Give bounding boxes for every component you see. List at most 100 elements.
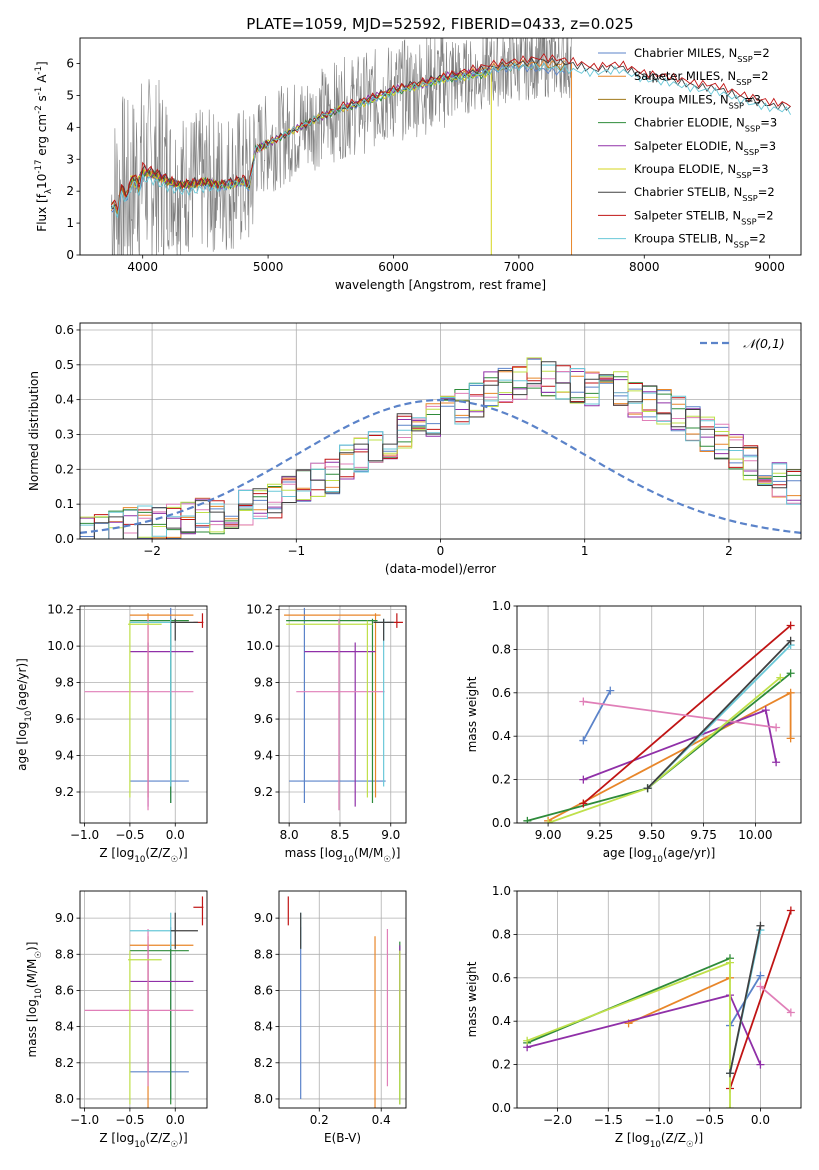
y-tick-label: 0.6 [492, 971, 511, 985]
x-tick-label: 6000 [378, 260, 409, 274]
label-part: mass weight [465, 961, 479, 1037]
plot-area [523, 906, 795, 1108]
y-tick-label: 0 [66, 248, 74, 262]
x-tick-label: 0.4 [372, 1113, 391, 1127]
axes-frame [278, 890, 407, 1109]
x-tick-label: −1.0 [70, 1113, 99, 1127]
x-axis-label: (data-model)/error [385, 562, 496, 576]
model-spectrum [111, 53, 791, 211]
y-tick-label: 9.0 [55, 911, 74, 925]
y-tick-label: 8.2 [55, 1056, 74, 1070]
plot-area [110, 38, 791, 255]
label-part: SSP [736, 170, 751, 180]
label-part: 10 [24, 711, 34, 722]
label-part: SSP [736, 77, 751, 87]
x-tick-label: −2 [143, 544, 161, 558]
y-tick-label: 0.2 [492, 773, 511, 787]
label-part: -2 [34, 105, 44, 114]
label-part: (Z/Z [145, 846, 170, 860]
y-tick-label: 0.8 [492, 642, 511, 656]
legend-label: Salpeter ELODIE, NSSP=3 [634, 139, 776, 157]
label-part: 𝒩(0,1) [743, 336, 785, 351]
weight-line [526, 957, 731, 1044]
weight-marker [776, 673, 785, 682]
weight-marker [544, 819, 553, 823]
y-tick-label: 8.8 [254, 947, 273, 961]
label-part: Flux [f [35, 193, 49, 231]
y-tick-label: 0.0 [492, 1101, 511, 1115]
weight-marker [772, 723, 781, 732]
x-axis-label: Z [log10(Z/Z☉)] [99, 846, 187, 865]
label-part: erg cm [35, 114, 49, 160]
x-tick-label: 9.25 [587, 828, 614, 842]
weight-marker [786, 906, 795, 915]
y-tick-label: 9.6 [55, 712, 74, 726]
weight-marker [523, 816, 532, 823]
age-vs-z-panel: −1.0 −0.5 0.09.29.49.69.810.010.2Z [log10(… [15, 603, 208, 865]
legend-label: Kroupa ELODIE, NSSP=3 [634, 162, 769, 180]
label-part: -1 [34, 66, 44, 75]
y-tick-label: 0.1 [55, 497, 74, 511]
y-tick-label: 10.0 [47, 639, 74, 653]
x-tick-label: −0.5 [115, 828, 144, 842]
label-part: mass [log [25, 999, 39, 1057]
x-tick-label: −1.0 [70, 828, 99, 842]
x-tick-label: −2.0 [543, 1113, 572, 1127]
label-part: =2 [753, 46, 770, 60]
label-part: SSP [745, 124, 760, 134]
y-axis-label: mass [log10(M/M☉)] [25, 942, 44, 1058]
legend-label: Chabrier STELIB, NSSP=2 [634, 185, 775, 203]
weight-marker [726, 958, 734, 967]
x-tick-label: 8.5 [330, 828, 349, 842]
label-part: SSP [734, 240, 749, 250]
label-part: SSP [737, 54, 752, 64]
x-tick-label: 0.0 [166, 1113, 185, 1127]
y-tick-label: 0.6 [492, 686, 511, 700]
label-part: Z [log [99, 846, 134, 860]
x-tick-label: 10.00 [738, 828, 772, 842]
plot-area [80, 357, 801, 539]
x-tick-label: 0.0 [751, 1113, 770, 1127]
weight-marker [772, 758, 781, 767]
label-part: age [log [15, 722, 29, 771]
label-part: 10 [134, 855, 145, 865]
label-part: mass weight [465, 676, 479, 752]
y-tick-label: 0.4 [55, 393, 74, 407]
axes-frame [79, 890, 208, 1109]
legend-label: Kroupa STELIB, NSSP=2 [634, 232, 766, 250]
x-tick-label: 9.0 [381, 828, 400, 842]
y-tick-label: 9.8 [254, 676, 273, 690]
weight-marker [756, 982, 765, 991]
label-part: ☉ [686, 1140, 694, 1150]
y-tick-label: 10.2 [246, 603, 273, 617]
label-part: ☉ [171, 855, 179, 865]
plot-area [287, 896, 401, 1108]
y-axis-label: Normed distribution [27, 371, 41, 491]
y-tick-label: 9.2 [55, 785, 74, 799]
x-tick-label: 9.00 [535, 828, 562, 842]
x-axis-label: wavelength [Angstrom, rest frame] [335, 278, 546, 292]
weight-marker [726, 1104, 734, 1108]
y-tick-label: 2 [66, 184, 74, 198]
weight-marker [786, 688, 795, 697]
weight-marker [726, 1069, 734, 1078]
y-tick-label: 9.4 [254, 749, 273, 763]
label-part: (M/M [25, 959, 39, 988]
y-tick-label: 8.2 [254, 1056, 273, 1070]
weight-line [759, 985, 792, 1014]
y-tick-label: 0.5 [55, 358, 74, 372]
label-part: )] [694, 1131, 703, 1145]
axes-frame [79, 605, 208, 824]
label-part: wavelength [Angstrom, rest frame] [335, 278, 546, 292]
label-part: (Z/Z [661, 1131, 686, 1145]
label-part: =3 [752, 162, 769, 176]
y-tick-label: 4 [66, 120, 74, 134]
weight-marker [786, 1008, 795, 1017]
y-tick-label: 8.6 [254, 983, 273, 997]
label-part: (Z/Z [145, 1131, 170, 1145]
label-part: 10 [650, 1140, 661, 1150]
label-part: -17 [34, 160, 44, 174]
weight-line [582, 690, 612, 741]
label-part: 10 [652, 855, 663, 865]
